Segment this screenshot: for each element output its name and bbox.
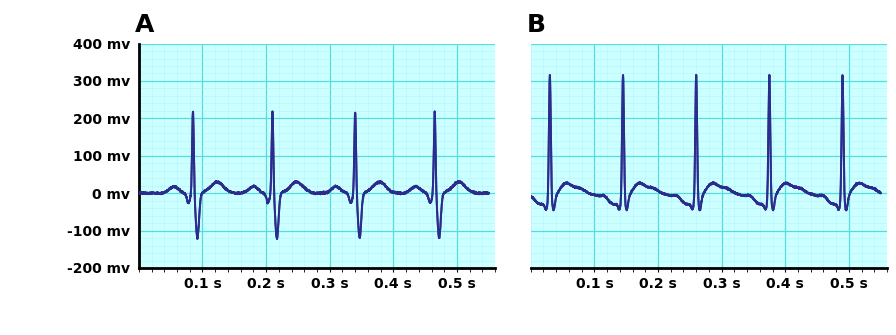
Text: A: A [135,13,155,37]
Text: B: B [527,13,547,37]
